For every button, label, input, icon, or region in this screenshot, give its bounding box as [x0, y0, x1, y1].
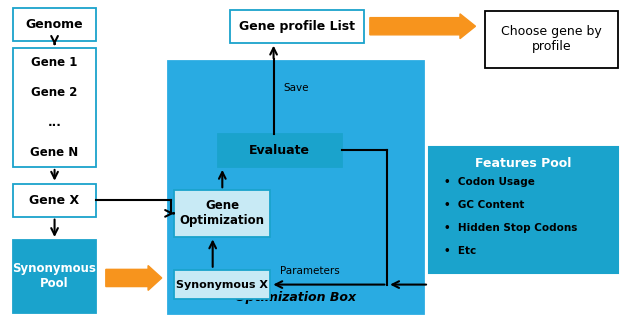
FancyBboxPatch shape — [218, 134, 342, 167]
FancyBboxPatch shape — [174, 270, 270, 300]
Text: •  GC Content: • GC Content — [444, 200, 525, 210]
Text: Optimization Box: Optimization Box — [235, 292, 356, 305]
Text: •  Etc: • Etc — [444, 246, 476, 257]
Text: Features Pool: Features Pool — [476, 157, 572, 170]
FancyBboxPatch shape — [174, 190, 270, 236]
Text: Synonymous X: Synonymous X — [177, 280, 269, 290]
Text: Gene profile List: Gene profile List — [239, 20, 355, 33]
FancyArrow shape — [106, 266, 162, 290]
FancyBboxPatch shape — [13, 184, 96, 217]
Text: Gene
Optimization: Gene Optimization — [180, 199, 265, 227]
FancyArrow shape — [370, 14, 476, 39]
FancyBboxPatch shape — [168, 61, 423, 313]
FancyBboxPatch shape — [429, 147, 618, 273]
Text: Evaluate: Evaluate — [249, 144, 310, 157]
Text: •  Codon Usage: • Codon Usage — [444, 177, 535, 187]
FancyBboxPatch shape — [13, 240, 96, 313]
Text: Gene X: Gene X — [29, 194, 80, 207]
FancyBboxPatch shape — [13, 48, 96, 167]
FancyBboxPatch shape — [13, 8, 96, 41]
Text: Save: Save — [283, 82, 309, 93]
Text: •  Hidden Stop Codons: • Hidden Stop Codons — [444, 223, 578, 233]
Text: Genome: Genome — [26, 18, 83, 31]
FancyBboxPatch shape — [230, 10, 364, 43]
Text: Choose gene by
profile: Choose gene by profile — [501, 25, 602, 53]
Text: Gene 1

Gene 2

...

Gene N: Gene 1 Gene 2 ... Gene N — [31, 56, 79, 159]
FancyBboxPatch shape — [485, 11, 618, 67]
Text: Synonymous
Pool: Synonymous Pool — [13, 262, 96, 290]
Text: Parameters: Parameters — [280, 266, 340, 276]
